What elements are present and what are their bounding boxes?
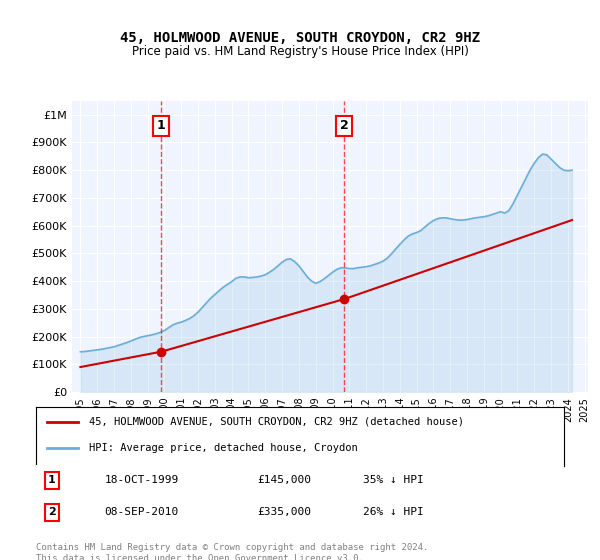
Text: 1: 1 xyxy=(157,119,166,132)
Text: 1: 1 xyxy=(48,475,56,485)
Text: Price paid vs. HM Land Registry's House Price Index (HPI): Price paid vs. HM Land Registry's House … xyxy=(131,45,469,58)
Text: HPI: Average price, detached house, Croydon: HPI: Average price, detached house, Croy… xyxy=(89,444,358,453)
Text: 35% ↓ HPI: 35% ↓ HPI xyxy=(364,475,424,485)
Text: 18-OCT-1999: 18-OCT-1999 xyxy=(104,475,179,485)
Text: £145,000: £145,000 xyxy=(258,475,312,485)
Text: 26% ↓ HPI: 26% ↓ HPI xyxy=(364,507,424,517)
Text: 45, HOLMWOOD AVENUE, SOUTH CROYDON, CR2 9HZ: 45, HOLMWOOD AVENUE, SOUTH CROYDON, CR2 … xyxy=(120,31,480,45)
Text: 2: 2 xyxy=(48,507,56,517)
Text: 2: 2 xyxy=(340,119,349,132)
Text: £335,000: £335,000 xyxy=(258,507,312,517)
Text: 08-SEP-2010: 08-SEP-2010 xyxy=(104,507,179,517)
Text: Contains HM Land Registry data © Crown copyright and database right 2024.
This d: Contains HM Land Registry data © Crown c… xyxy=(36,543,428,560)
Text: 45, HOLMWOOD AVENUE, SOUTH CROYDON, CR2 9HZ (detached house): 45, HOLMWOOD AVENUE, SOUTH CROYDON, CR2 … xyxy=(89,417,464,427)
